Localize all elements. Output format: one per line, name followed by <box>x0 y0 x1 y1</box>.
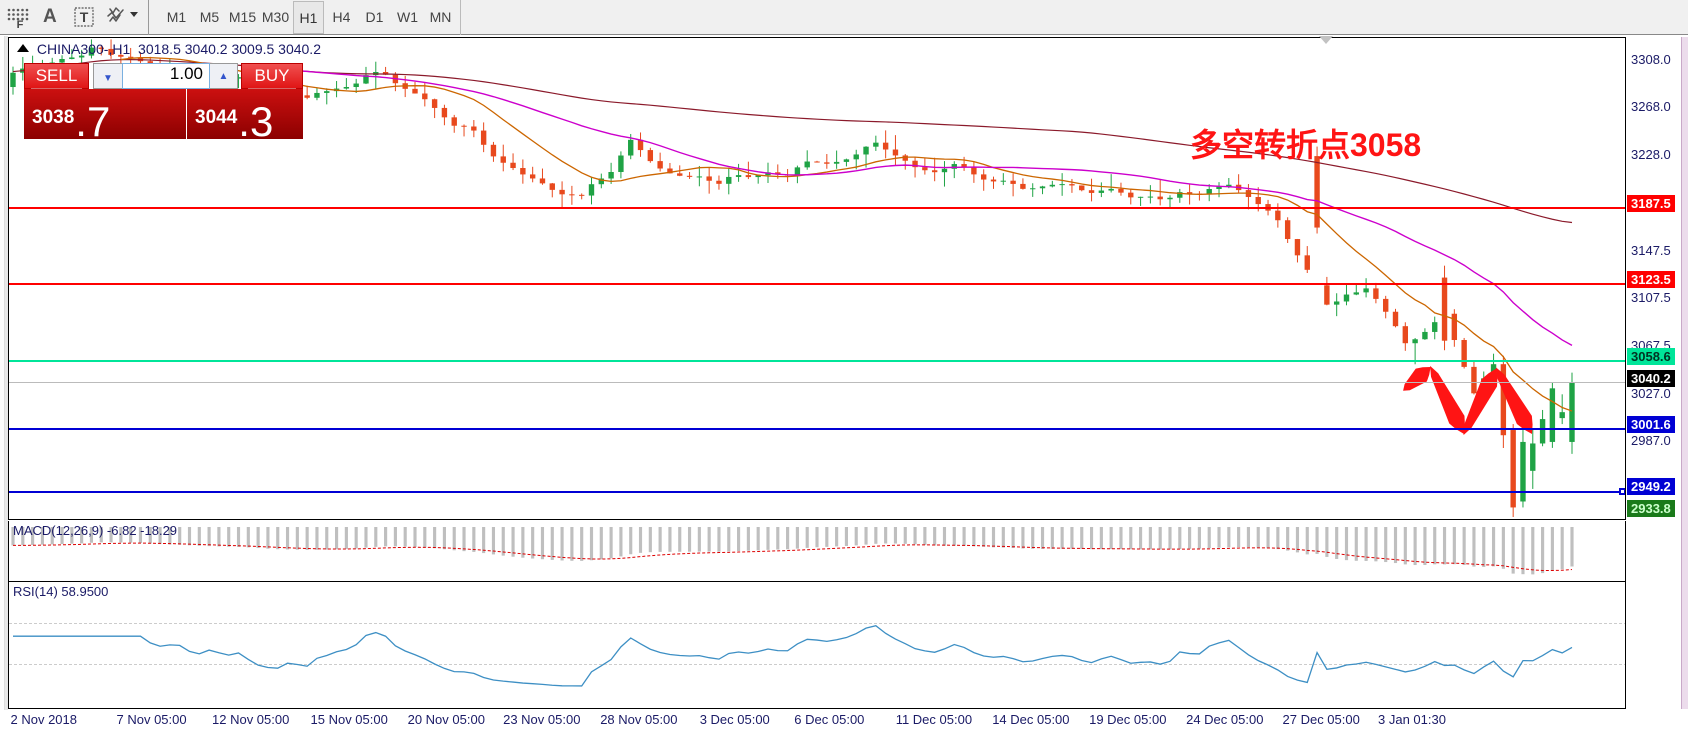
svg-text:T: T <box>80 9 89 25</box>
svg-text:F: F <box>17 19 24 31</box>
